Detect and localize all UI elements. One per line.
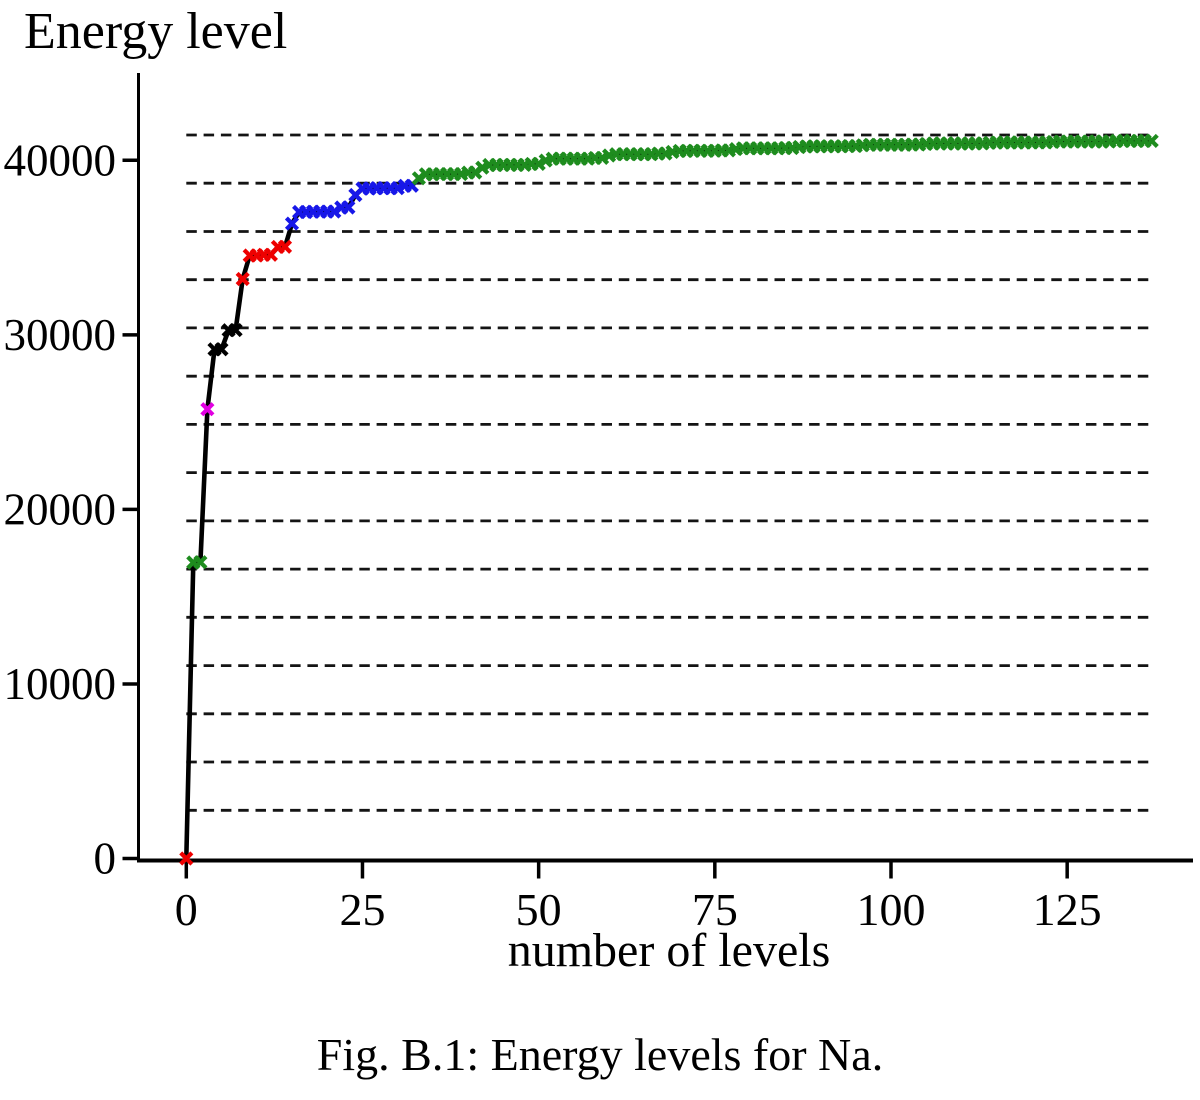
energy-line: [184, 138, 1154, 861]
level-marker: [228, 323, 243, 338]
energy-curve: [179, 133, 1159, 866]
y-axis-ticks: 0 10000 20000 30000 40000: [4, 135, 140, 884]
y-tick-label: 20000: [4, 484, 117, 534]
y-axis-title: Energy level: [24, 3, 287, 60]
level-marker: [214, 342, 229, 357]
level-marker: [411, 171, 426, 186]
x-tick-label: 50: [516, 884, 562, 935]
gridlines: [186, 133, 1152, 812]
level-marker: [284, 216, 300, 231]
x-axis-title: number of levels: [508, 924, 831, 977]
x-axis-ticks: 0 25 50 75 100 125: [175, 860, 1102, 935]
x-tick-label: 25: [339, 884, 385, 935]
axes-spines: [137, 73, 1193, 863]
level-marker: [235, 271, 250, 287]
x-tick-label: 125: [1033, 884, 1102, 935]
y-tick-label: 0: [94, 834, 117, 884]
x-tick-label: 100: [857, 884, 926, 935]
y-tick-label: 30000: [4, 310, 117, 360]
level-marker: [1144, 133, 1159, 148]
y-tick-label: 10000: [4, 659, 117, 709]
y-tick-label: 40000: [4, 135, 117, 185]
level-marker: [193, 555, 208, 570]
x-tick-label: 75: [692, 884, 738, 935]
x-tick-label: 0: [175, 884, 198, 935]
level-marker: [179, 851, 194, 866]
figure-caption: Fig. B.1: Energy levels for Na.: [317, 1029, 883, 1080]
level-marker: [200, 402, 215, 417]
level-marker: [277, 239, 293, 254]
level-marker: [341, 200, 356, 215]
